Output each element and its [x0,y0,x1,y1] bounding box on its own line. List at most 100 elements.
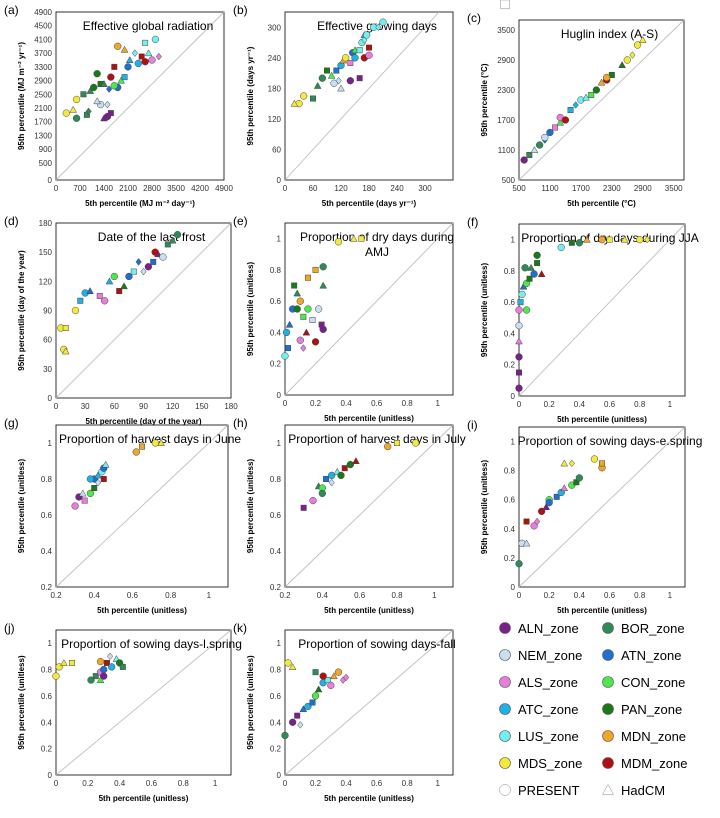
data-point-mds-echam [358,235,365,242]
data-point-lus-hadcm [144,49,153,57]
data-point-mdn-echam [599,460,605,467]
one-to-one-line [55,424,229,588]
legend-marker-triangle [602,783,614,795]
data-point-als-present [296,336,304,344]
data-point-pan-present [346,460,354,469]
data-point-mdn-present [334,668,343,676]
data-point-als-ncar [155,52,162,61]
legend-marker-circle [499,622,511,634]
y-tick-label: 1700 [497,116,515,125]
data-point-nem-present [541,133,549,142]
data-point-atc-present [86,475,95,483]
chart-title: Date of the last frost [98,230,206,244]
data-point-mdn-hadcm [330,672,338,680]
x-tick-label: 120 [334,184,348,193]
y-tick-label: 1 [277,235,282,244]
y-tick-label: 300 [268,23,282,32]
y-tick-label: 0.4 [270,328,282,337]
data-point-pan-present [293,305,301,313]
x-tick-label: 0.8 [178,779,190,788]
data-point-con-present [304,305,312,313]
data-point-nem-ncar [328,478,335,487]
chart-effective-global-radiation: 0 700 1400 2100 2800 3500 4200 4900 0 500 900 1300 1… [4,3,233,208]
data-point-lus-present [151,35,160,44]
x-tick-label: 700 [73,184,87,193]
data-point-atn-echam [333,67,340,74]
y-tick-label: 3300 [34,63,52,72]
data-point-aln-present [288,718,297,726]
data-point-atc-present [108,663,116,671]
legend-item: CON_zone [602,675,685,690]
x-tick-label: 0.2 [310,399,322,408]
one-to-one-line [55,11,225,181]
x-tick-label: 0.2 [279,591,291,600]
x-tick-label: 180 [224,402,238,411]
x-tick-label: 0.4 [341,399,353,408]
data-point-con-present [522,279,531,288]
panel-label: (g) [4,416,19,430]
data-point-aln-present [515,384,523,392]
y-tick-label: 4100 [34,35,52,44]
data-point-bor-present [575,239,584,247]
chart-sowing-days-early-spring: 0 0.2 0.4 0.6 0.8 1 0 0.2 0.4 0.6 0.8 1 5th percenti… [467,418,702,615]
legend-label: MDS_zone [518,756,582,771]
y-tick-label: 0.6 [270,511,282,520]
x-tick-label: 1700 [572,184,590,193]
data-point-mdm-present [107,73,115,81]
x-tick-label: 150 [195,402,209,411]
y-tick-label: 0.8 [504,267,516,276]
legend-marker-circle [602,757,614,769]
y-tick-label: 1700 [34,118,52,127]
y-tick-label: 0.6 [41,511,53,520]
data-point-con-hadcm [556,118,565,126]
x-tick-label: 0.8 [634,591,646,600]
legend-marker-circle [602,703,614,715]
x-tick-label: 240 [390,184,404,193]
y-tick-label: 0.8 [41,666,53,675]
x-tick-label: 2100 [119,184,137,193]
data-point-pan-present [90,83,98,92]
x-tick-label: 60 [309,184,318,193]
y-tick-label: 0.8 [504,467,516,476]
data-point-bor-present [72,114,81,122]
x-tick-label: 0.2 [310,779,322,788]
y-tick-label: 0 [48,394,53,403]
data-point-mds-present [71,306,80,315]
data-point-mdn-echam [312,266,319,273]
data-point-bor-present [319,263,327,271]
data-point-mds-present [62,109,70,117]
data-point-mdn-present [114,42,122,50]
x-tick-label: 0.6 [127,591,139,600]
data-point-mds-hadcm [157,439,165,446]
data-point-als-present [148,56,156,64]
data-point-nem-ncar [297,721,304,729]
y-tick-label: 0.4 [270,547,282,556]
data-point-atn-echam [285,345,292,352]
x-tick-label: 0.2 [50,591,62,600]
panel-label: (a) [4,3,19,17]
data-point-aln-echam [356,75,363,82]
data-point-mdn-present [132,448,140,456]
x-tick-label: 3500 [665,184,683,193]
x-axis-label: 5th percentile (unitless) [324,794,414,803]
y-tick-label: 2500 [34,90,52,99]
data-point-pan-present [93,70,101,78]
y-tick-label: 2900 [34,77,52,86]
data-point-als-ncar [343,673,350,682]
y-tick-label: 0.2 [270,745,282,754]
data-point-als-echam [96,292,103,299]
y-tick-label: 3500 [497,26,515,35]
data-point-mdm-present [151,248,159,256]
data-point-mdm-echam [100,476,107,482]
x-tick-label: 0.4 [114,779,126,788]
y-tick-label: 30 [43,365,52,374]
x-tick-label: 0.6 [371,779,383,788]
y-tick-label: 1 [48,439,53,448]
data-point-lus-hadcm [101,460,110,468]
x-tick-label: 0.4 [341,779,353,788]
data-point-bor-echam [119,663,126,670]
x-tick-label: 0.8 [391,591,403,600]
panel-label: (b) [233,3,248,17]
data-point-mds-hadcm [620,235,629,243]
data-point-als-present [530,522,538,530]
